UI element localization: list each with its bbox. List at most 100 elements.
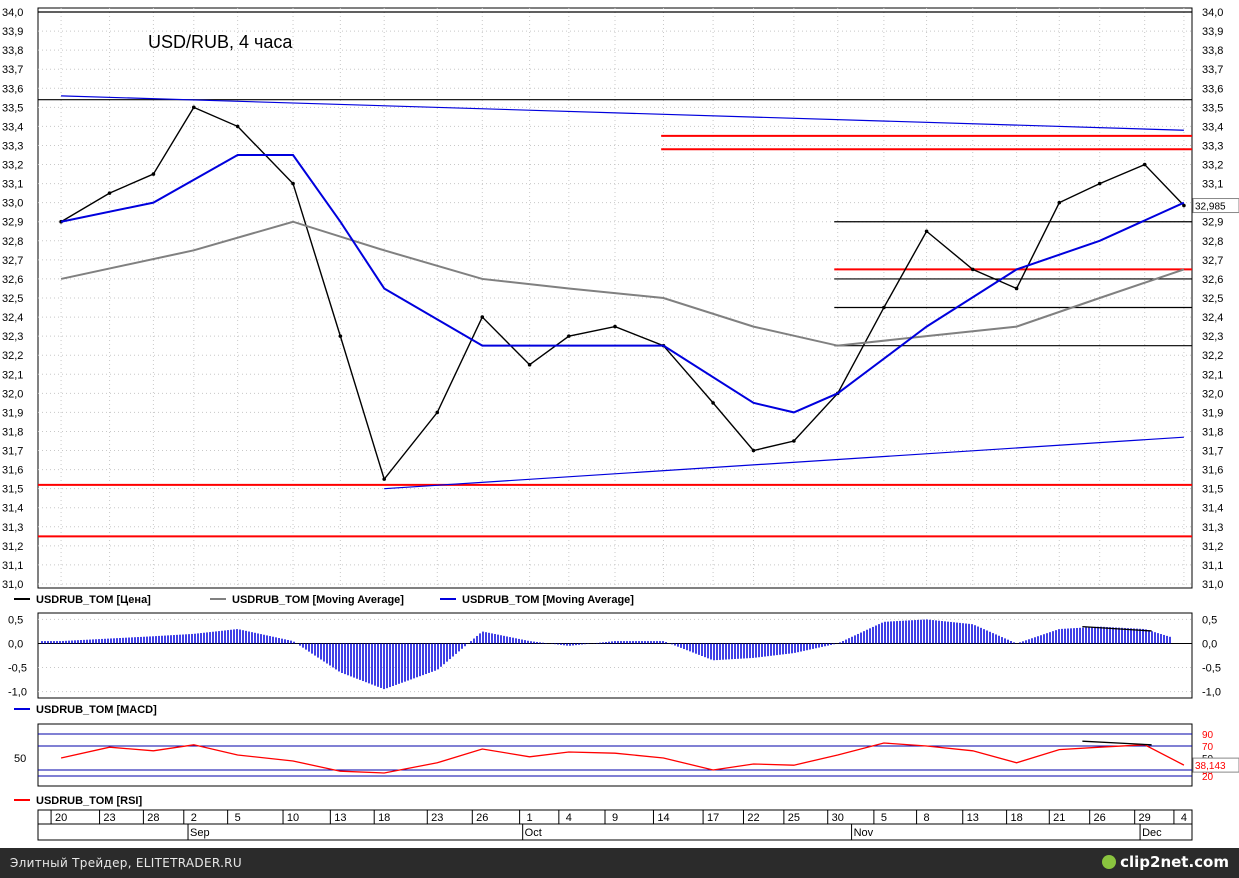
clip2net-logo-icon (1102, 855, 1117, 869)
rsi-y-tick-right: 20 (1202, 772, 1214, 783)
y-tick-label-right: 33,5 (1202, 102, 1223, 114)
rsi-last-value-label: 38,143 (1195, 761, 1226, 772)
y-tick-label-left: 31,3 (2, 522, 23, 534)
y-tick-label-right: 33,4 (1202, 121, 1223, 133)
y-tick-label-right: 31,4 (1202, 503, 1223, 515)
moving-average-line (60, 154, 1185, 414)
price-point (1182, 203, 1186, 208)
y-tick-label-right: 32,7 (1202, 255, 1223, 267)
y-tick-label-left: 31,1 (2, 560, 23, 572)
y-tick-label-left: 32,2 (2, 350, 23, 362)
rsi-line (60, 742, 1185, 774)
x-day-label: 28 (147, 812, 159, 824)
price-point (792, 439, 796, 443)
chart-title: USD/RUB, 4 часа (148, 32, 293, 52)
x-day-label: 5 (881, 812, 887, 824)
x-month-label: Sep (190, 827, 210, 839)
price-point (291, 181, 295, 186)
macd-y-tick-left: -0,5 (8, 663, 27, 675)
footer-brand[interactable]: clip2net.com (1102, 853, 1229, 871)
x-day-label: 25 (788, 812, 800, 824)
x-day-label: 8 (924, 812, 930, 824)
y-tick-label-right: 33,6 (1202, 83, 1223, 95)
y-tick-label-left: 33,9 (2, 26, 23, 38)
price-point (1142, 162, 1147, 167)
price-point (924, 229, 929, 234)
y-tick-label-right: 32,8 (1202, 236, 1223, 248)
legend-label: USDRUB_TOM [MACD] (36, 704, 157, 716)
price-point (1014, 286, 1019, 291)
macd-y-tick-right: 0,5 (1202, 614, 1217, 626)
chart-svg: 34,0 34,0 33,9 33,9 33,8 33,8 33,7 33,7 33,6 33,6… (2, 7, 1239, 841)
price-point (235, 124, 240, 129)
y-tick-label-right: 33,9 (1202, 26, 1223, 38)
y-tick-label-right: 31,2 (1202, 541, 1223, 553)
y-tick-label-right: 32,6 (1202, 274, 1223, 286)
price-point (191, 105, 196, 110)
x-day-label: 26 (476, 812, 488, 824)
y-tick-label-left: 33,5 (2, 102, 23, 114)
y-tick-label-right: 33,8 (1202, 45, 1223, 57)
footer-bar: Элитный Трейдер, ELITETRADER.RU clip2net… (0, 848, 1239, 878)
x-day-label: 29 (1139, 812, 1151, 824)
y-tick-label-left: 31,5 (2, 484, 23, 496)
y-tick-label-left: 32,9 (2, 217, 23, 229)
price-point (527, 362, 532, 367)
legend-label: USDRUB_TOM [Moving Average] (462, 594, 634, 606)
y-tick-label-right: 31,0 (1202, 579, 1223, 591)
y-tick-label-left: 32,1 (2, 369, 23, 381)
y-tick-label-left: 32,5 (2, 293, 23, 305)
y-tick-label-left: 34,0 (2, 7, 23, 19)
y-tick-label-left: 33,7 (2, 64, 23, 76)
y-tick-label-right: 33,1 (1202, 179, 1223, 191)
legend-label: USDRUB_TOM [Цена] (36, 594, 151, 606)
y-tick-label-right: 33,7 (1202, 64, 1223, 76)
y-tick-label-left: 33,8 (2, 45, 23, 57)
price-point (882, 305, 886, 310)
price-line (60, 106, 1185, 481)
x-day-label: 22 (747, 812, 759, 824)
rsi-last-value-box (1192, 757, 1239, 773)
rsi-y-tick-right: 90 (1202, 730, 1214, 741)
y-tick-label-right: 32,2 (1202, 350, 1223, 362)
x-month-label: Nov (854, 827, 874, 839)
y-tick-label-left: 31,0 (2, 579, 23, 591)
y-tick-label-right: 31,8 (1202, 426, 1223, 438)
price-point (338, 334, 343, 338)
macd-y-tick-left: 0,0 (8, 638, 23, 650)
legend-label: USDRUB_TOM [RSI] (36, 795, 142, 807)
rsi-divergence-line (1082, 740, 1152, 746)
y-tick-label-left: 32,6 (2, 274, 23, 286)
last-value-label: 32,985 (1195, 202, 1226, 213)
y-tick-label-right: 32,1 (1202, 369, 1223, 381)
x-month-label: Dec (1142, 827, 1162, 839)
y-tick-label-right: 31,1 (1202, 560, 1223, 572)
y-tick-label-left: 31,9 (2, 407, 23, 419)
rsi-y-tick-right: 70 (1202, 742, 1214, 753)
y-tick-label-left: 33,2 (2, 160, 23, 172)
y-tick-label-left: 32,0 (2, 388, 23, 400)
macd-divergence-line (1082, 625, 1152, 632)
price-point (1057, 200, 1062, 205)
y-tick-label-left: 31,8 (2, 426, 23, 438)
y-tick-label-right: 31,5 (1202, 484, 1223, 496)
y-tick-label-left: 33,6 (2, 83, 23, 95)
y-tick-label-left: 32,3 (2, 331, 23, 343)
price-point (151, 172, 156, 176)
legend-label: USDRUB_TOM [Moving Average] (232, 594, 404, 606)
x-day-label: 9 (612, 812, 618, 824)
price-point (107, 191, 112, 195)
x-day-label: 4 (566, 812, 572, 824)
x-day-label: 5 (235, 812, 241, 824)
x-month-label: Oct (525, 827, 542, 839)
y-tick-label-left: 33,4 (2, 121, 23, 133)
x-day-label: 13 (967, 812, 979, 824)
y-tick-label-right: 32,9 (1202, 217, 1223, 229)
macd-y-tick-right: -1,0 (1202, 687, 1221, 699)
y-tick-label-left: 32,4 (2, 312, 23, 324)
x-day-label: 26 (1094, 812, 1106, 824)
x-day-label: 17 (707, 812, 719, 824)
price-point (751, 448, 756, 453)
y-tick-label-left: 33,3 (2, 140, 23, 152)
